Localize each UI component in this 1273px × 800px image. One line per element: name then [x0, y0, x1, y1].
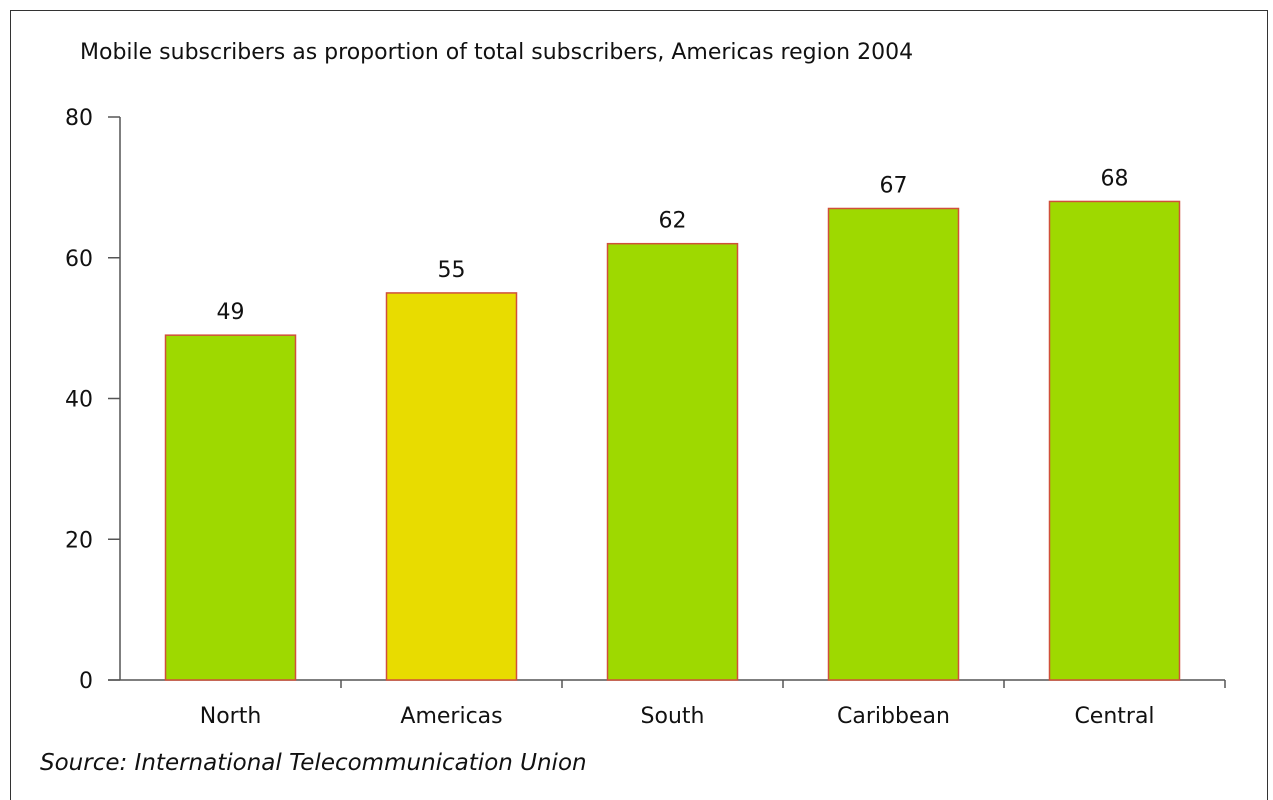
chart-bars [166, 201, 1180, 680]
category-label-caribbean: Caribbean [837, 704, 950, 729]
chart-source: Source: International Telecommunication … [40, 750, 587, 776]
y-tick-label: 0 [79, 669, 93, 694]
bar-americas [387, 293, 517, 680]
data-label-central: 68 [1101, 166, 1129, 191]
data-label-south: 62 [659, 209, 687, 234]
bar-central [1050, 201, 1180, 680]
y-tick-label: 40 [65, 388, 93, 413]
bar-south [608, 244, 738, 680]
category-label-north: North [200, 704, 262, 729]
bar-north [166, 335, 296, 680]
y-tick-label: 20 [65, 528, 93, 553]
data-label-caribbean: 67 [880, 173, 908, 198]
category-label-americas: Americas [400, 704, 502, 729]
category-label-south: South [641, 704, 705, 729]
data-label-north: 49 [217, 300, 245, 325]
category-label-central: Central [1074, 704, 1154, 729]
y-tick-label: 60 [65, 247, 93, 272]
y-tick-label: 80 [65, 106, 93, 131]
data-label-americas: 55 [438, 258, 466, 283]
bar-caribbean [829, 208, 959, 680]
